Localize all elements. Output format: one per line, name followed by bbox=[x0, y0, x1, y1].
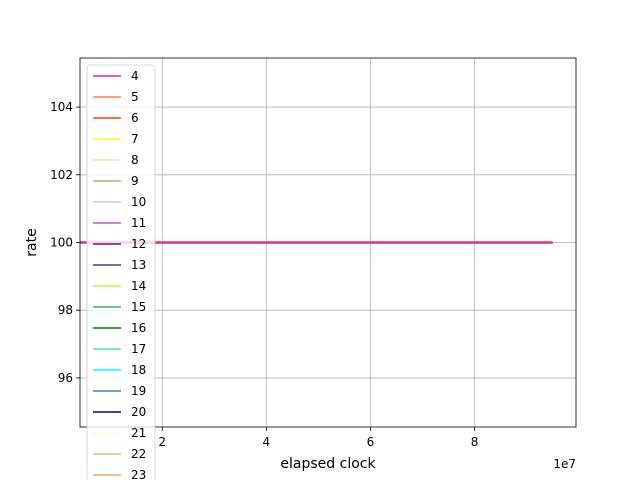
legend-label: 21 bbox=[131, 426, 146, 440]
x-axis-label: elapsed clock bbox=[280, 456, 376, 472]
legend-label: 5 bbox=[131, 90, 139, 104]
legend-label: 6 bbox=[131, 111, 139, 125]
x-tick-label: 4 bbox=[263, 435, 271, 449]
legend-label: 8 bbox=[131, 153, 139, 167]
y-tick-label: 104 bbox=[50, 100, 73, 114]
legend-label: 16 bbox=[131, 321, 146, 335]
y-tick-label: 98 bbox=[58, 303, 73, 317]
y-tick-label: 100 bbox=[50, 236, 73, 250]
legend-label: 4 bbox=[131, 69, 139, 83]
x-tick-label: 6 bbox=[367, 435, 375, 449]
legend-label: 9 bbox=[131, 174, 139, 188]
y-tick-label: 96 bbox=[58, 371, 73, 385]
legend-label: 22 bbox=[131, 447, 146, 461]
legend-label: 18 bbox=[131, 363, 146, 377]
x-tick-label: 8 bbox=[471, 435, 479, 449]
legend-label: 19 bbox=[131, 384, 146, 398]
legend-label: 13 bbox=[131, 258, 146, 272]
legend-label: 12 bbox=[131, 237, 146, 251]
legend-label: 20 bbox=[131, 405, 146, 419]
x-axis-offset-label: 1e7 bbox=[553, 457, 576, 471]
legend-label: 10 bbox=[131, 195, 146, 209]
x-tick-label: 2 bbox=[158, 435, 166, 449]
y-tick-label: 102 bbox=[50, 168, 73, 182]
legend-label: 15 bbox=[131, 300, 146, 314]
legend-label: 7 bbox=[131, 132, 139, 146]
legend-box bbox=[86, 64, 156, 485]
y-axis-label: rate bbox=[24, 228, 40, 256]
legend-label: 14 bbox=[131, 279, 146, 293]
legend-label: 11 bbox=[131, 216, 146, 230]
legend: 4 5 6 7 8 9 10 11 12 13 14 15 16 17 18 19 20 21 22 23 bbox=[86, 64, 156, 485]
legend-label: 17 bbox=[131, 342, 146, 356]
legend-label: 23 bbox=[131, 468, 146, 480]
